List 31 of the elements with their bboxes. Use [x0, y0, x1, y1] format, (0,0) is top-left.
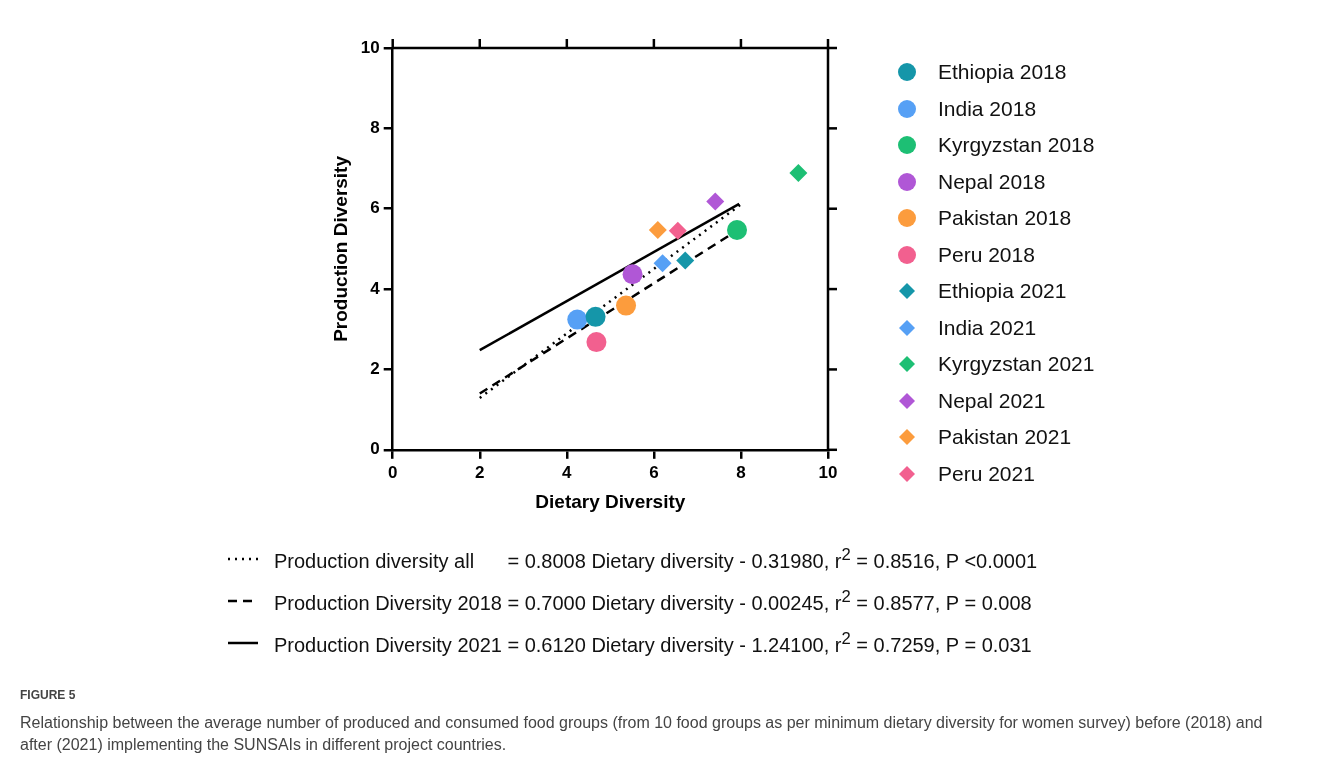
y-tick-label: 0 — [370, 439, 380, 459]
legend-label: Nepal 2018 — [938, 169, 1046, 194]
y-tick-label: 8 — [370, 118, 380, 138]
legend-label: Peru 2021 — [938, 461, 1035, 486]
legend-label: Pakistan 2018 — [938, 206, 1072, 231]
legend-label: Ethiopia 2021 — [938, 279, 1067, 304]
y-tick-label: 4 — [370, 278, 381, 298]
x-tick-label: 10 — [818, 462, 838, 482]
legend-label: Nepal 2021 — [938, 388, 1046, 413]
y-tick-label: 2 — [370, 359, 380, 379]
legend-label: Pakistan 2021 — [938, 425, 1072, 450]
y-axis-title: Production Diversity — [329, 155, 351, 342]
legend-label: India 2018 — [938, 96, 1037, 121]
y-tick-label: 6 — [370, 198, 380, 218]
legend-label: Production diversity all = 0.8008 Dietary diversity - 0.31980, r$^{2}$ = 0.8516, P <0.0001 — [274, 545, 1038, 573]
legend-label: Production Diversity 2021 = 0.6120 Dietary diversity - 1.24100, r$^{2}$ = 0.7259, P = 0.031 — [274, 629, 1032, 657]
legend-label: Kyrgyzstan 2021 — [938, 352, 1095, 377]
x-tick-label: 6 — [649, 462, 659, 482]
x-tick-label: 4 — [562, 462, 573, 482]
text: Relationship between the average number of produced and consumed food groups (from 10 food groups as per minimum dietary diversity for women survey) before (2018) and after (2021) implementing the SUNSAIs in different project countries. — [20, 713, 1264, 755]
y-tick-label: 10 — [360, 37, 380, 57]
x-tick-label: 8 — [736, 462, 746, 482]
x-axis-title: Dietary Diversity — [535, 490, 686, 512]
legend-label: Kyrgyzstan 2018 — [938, 133, 1095, 158]
x-tick-label: 0 — [387, 462, 398, 482]
legend-label: Ethiopia 2018 — [938, 60, 1067, 85]
legend-label: India 2021 — [938, 315, 1037, 340]
legend-label: Production Diversity 2018 = 0.7000 Dietary diversity - 0.00245, r$^{2}$ = 0.8577, P = 0.008 — [274, 587, 1032, 615]
x-tick-label: 2 — [475, 462, 485, 482]
caption: FIGURE 5 — [20, 687, 77, 704]
legend-label: Peru 2018 — [938, 242, 1035, 267]
